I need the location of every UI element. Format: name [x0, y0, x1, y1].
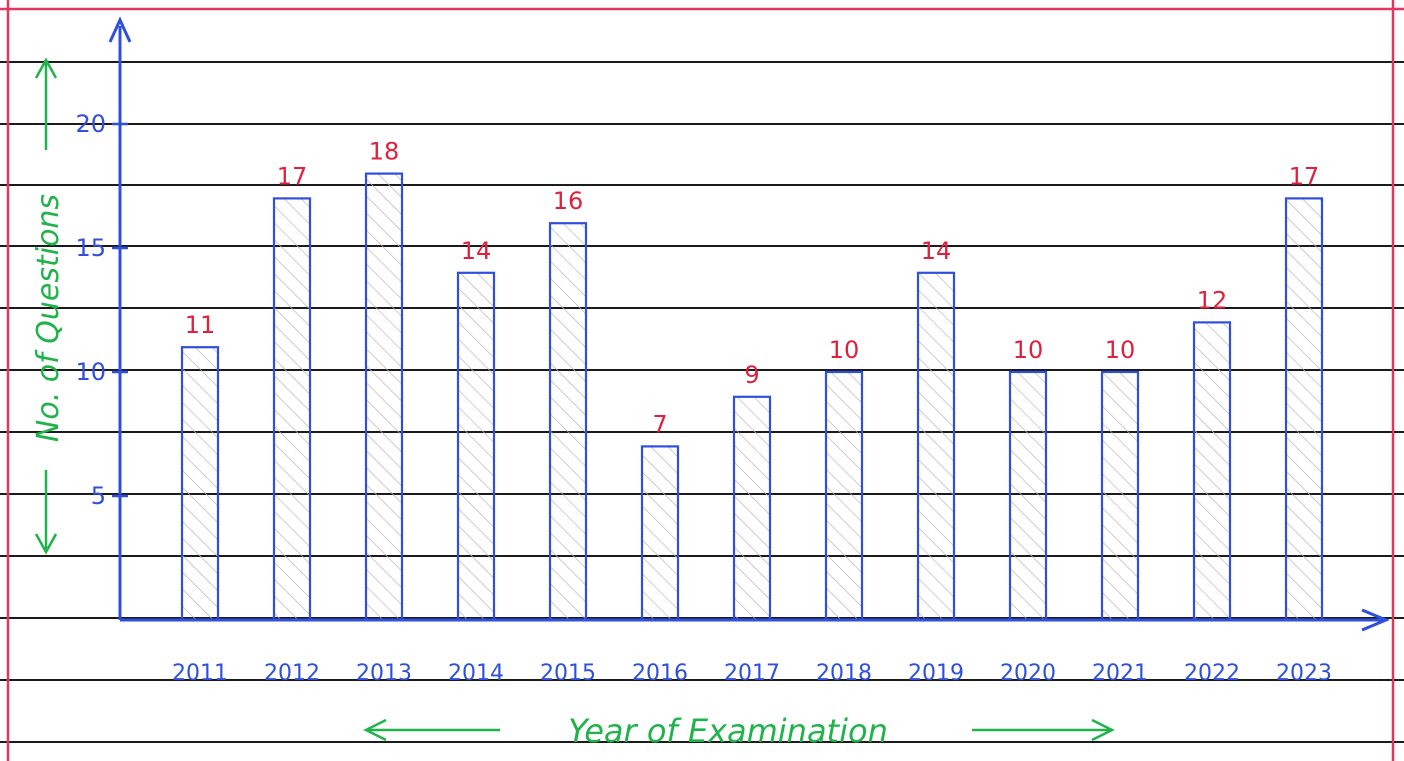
x-tick-label: 2017: [724, 661, 780, 686]
bar-2015: [548, 222, 588, 622]
bar-value-label: 14: [461, 237, 492, 265]
x-tick-label: 2014: [448, 661, 504, 686]
x-title-arrowhead-left: [363, 718, 387, 742]
bar-value-label: 17: [277, 162, 308, 190]
x-tick-label: 2023: [1276, 661, 1332, 686]
bars: 11 2011 17 2012 18 2013 14 2014 16 2015 7 2016 9 2017…: [172, 138, 1332, 686]
bar-value-label: 10: [1013, 336, 1044, 364]
x-tick-label: 2020: [1000, 661, 1056, 686]
y-axis-arrow: [108, 16, 132, 43]
labels: No. of Questions Year of Examination: [31, 57, 1115, 750]
bar-value-label: 7: [652, 410, 667, 438]
bar-2018: [824, 370, 864, 622]
bar-2016: [640, 445, 680, 622]
bar-value-label: 11: [185, 311, 216, 339]
x-tick-label: 2019: [908, 661, 964, 686]
x-tick-label: 2015: [540, 661, 596, 686]
bar-2012: [272, 197, 312, 622]
x-tick-label: 2013: [356, 661, 412, 686]
y-tick-label: 5: [91, 482, 106, 510]
bar-2021: [1100, 370, 1140, 622]
bar-value-label: 16: [553, 187, 584, 215]
x-tick-label: 2022: [1184, 661, 1240, 686]
bar-2011: [180, 346, 220, 622]
bar-2014: [456, 271, 496, 622]
bar-value-label: 14: [921, 237, 952, 265]
bar-value-label: 9: [744, 361, 759, 389]
x-tick-label: 2018: [816, 661, 872, 686]
bar-2023: [1284, 197, 1324, 622]
y-title-arrowhead-down: [34, 533, 58, 555]
bar-value-label: 10: [1105, 336, 1136, 364]
bar-2017: [732, 395, 772, 622]
x-tick-label: 2016: [632, 661, 688, 686]
x-title-arrowhead-right: [1091, 718, 1115, 742]
x-tick-label: 2011: [172, 661, 228, 686]
bar-value-label: 10: [829, 336, 860, 364]
y-title-arrowhead-up: [34, 57, 58, 79]
y-tick-label: 20: [75, 110, 106, 138]
y-tick-label: 15: [75, 234, 106, 262]
x-tick-label: 2012: [264, 661, 320, 686]
x-axis-arrow: [1361, 608, 1390, 632]
y-axis-title: No. of Questions: [31, 194, 66, 442]
bar-value-label: 12: [1197, 286, 1228, 314]
bar-2019: [916, 271, 956, 622]
bar-value-label: 17: [1289, 162, 1320, 190]
bar-2013: [364, 172, 404, 622]
x-axis-title: Year of Examination: [568, 712, 888, 750]
x-tick-label: 2021: [1092, 661, 1148, 686]
bar-2022: [1192, 321, 1232, 622]
axes: 5 10 15 20: [75, 16, 1390, 632]
y-tick-label: 10: [75, 358, 106, 386]
bar-value-label: 18: [369, 138, 400, 166]
bar-2020: [1008, 370, 1048, 622]
